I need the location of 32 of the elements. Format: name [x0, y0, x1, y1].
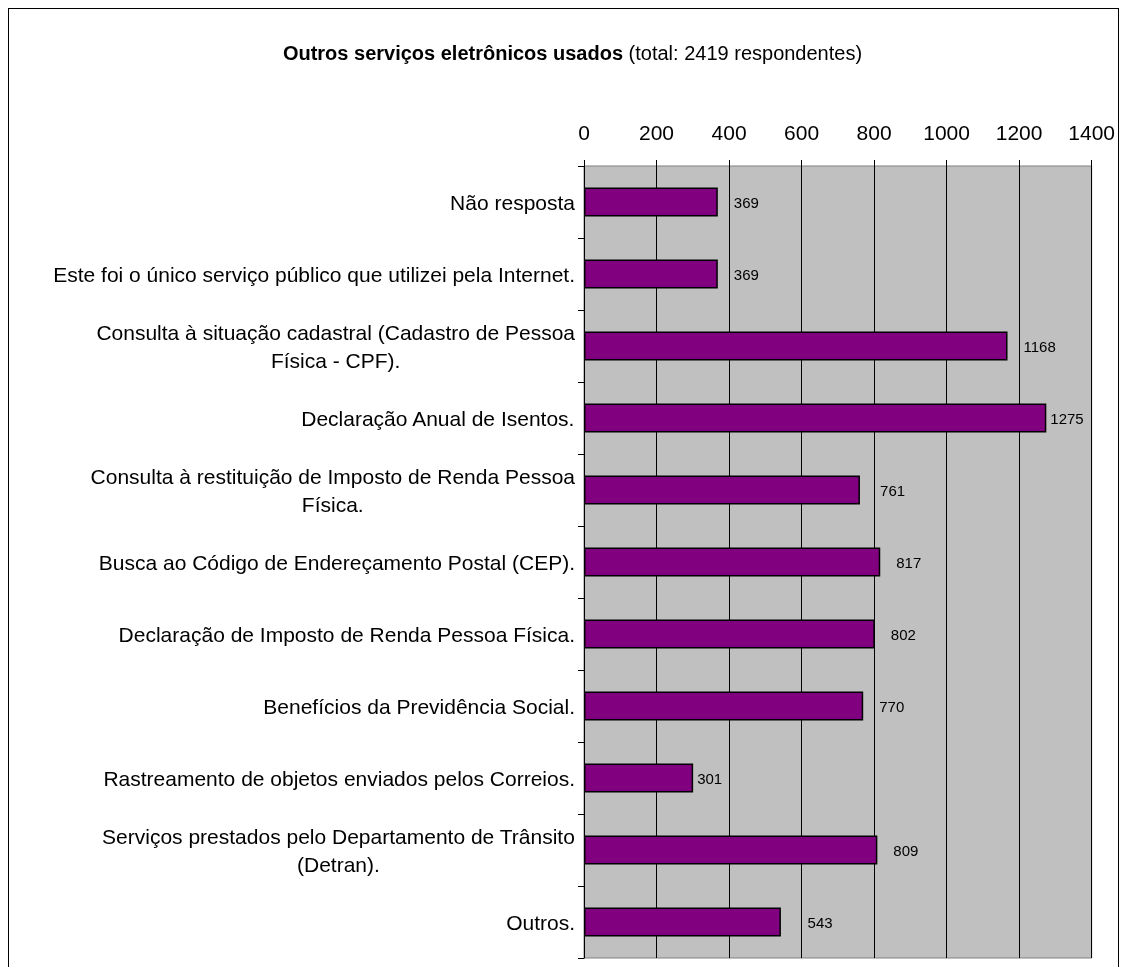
x-tick-label: 800: [856, 121, 892, 144]
x-tick-label: 600: [784, 121, 820, 144]
chart-subtitle: (total: 2419 respondentes): [627, 42, 863, 64]
y-tick-label: Benefícios da Previdência Social.: [263, 694, 575, 718]
y-tick-label: Rastreamento de objetos enviados pelos Correios.: [103, 766, 576, 790]
data-label: 817: [896, 553, 922, 571]
data-label: 543: [807, 913, 833, 931]
data-label: 1168: [1023, 337, 1056, 355]
x-tick-label: 400: [711, 121, 747, 144]
x-tick-label: 1200: [995, 121, 1043, 144]
data-label: 369: [733, 193, 759, 211]
data-label: 809: [893, 841, 919, 859]
x-tick-label: 200: [639, 121, 675, 144]
data-label: 761: [880, 481, 906, 499]
x-tick-label: 1000: [923, 121, 970, 144]
y-tick-label: Consulta à situação cadastral (Cadastro de Pessoa Física - CPF).: [96, 320, 576, 372]
y-tick-label: Declaração de Imposto de Renda Pessoa Física.: [118, 622, 576, 646]
data-label: 301: [697, 769, 723, 787]
y-tick-label: Este foi o único serviço público que utilizei pela Internet.: [53, 262, 576, 286]
chart-title: Outros serviços eletrônicos usados: [282, 42, 624, 64]
data-label: 1275: [1050, 409, 1084, 427]
y-tick-label: Declaração Anual de Isentos.: [301, 406, 575, 430]
y-tick-label: Outros.: [506, 910, 575, 934]
data-label: 802: [890, 625, 916, 643]
y-tick-label: Busca ao Código de Endereçamento Postal (CEP).: [98, 550, 575, 574]
x-tick-label: 1400: [1068, 121, 1115, 144]
y-tick-label: Não resposta: [450, 190, 576, 214]
x-tick-label: 0: [578, 121, 590, 144]
data-label: 770: [879, 697, 905, 715]
data-label: 369: [733, 265, 759, 283]
y-tick-label: Consulta à restituição de Imposto de Renda Pessoa Física.: [90, 464, 576, 516]
y-tick-label: Serviços prestados pelo Departamento de Trânsito (Detran).: [102, 824, 575, 876]
